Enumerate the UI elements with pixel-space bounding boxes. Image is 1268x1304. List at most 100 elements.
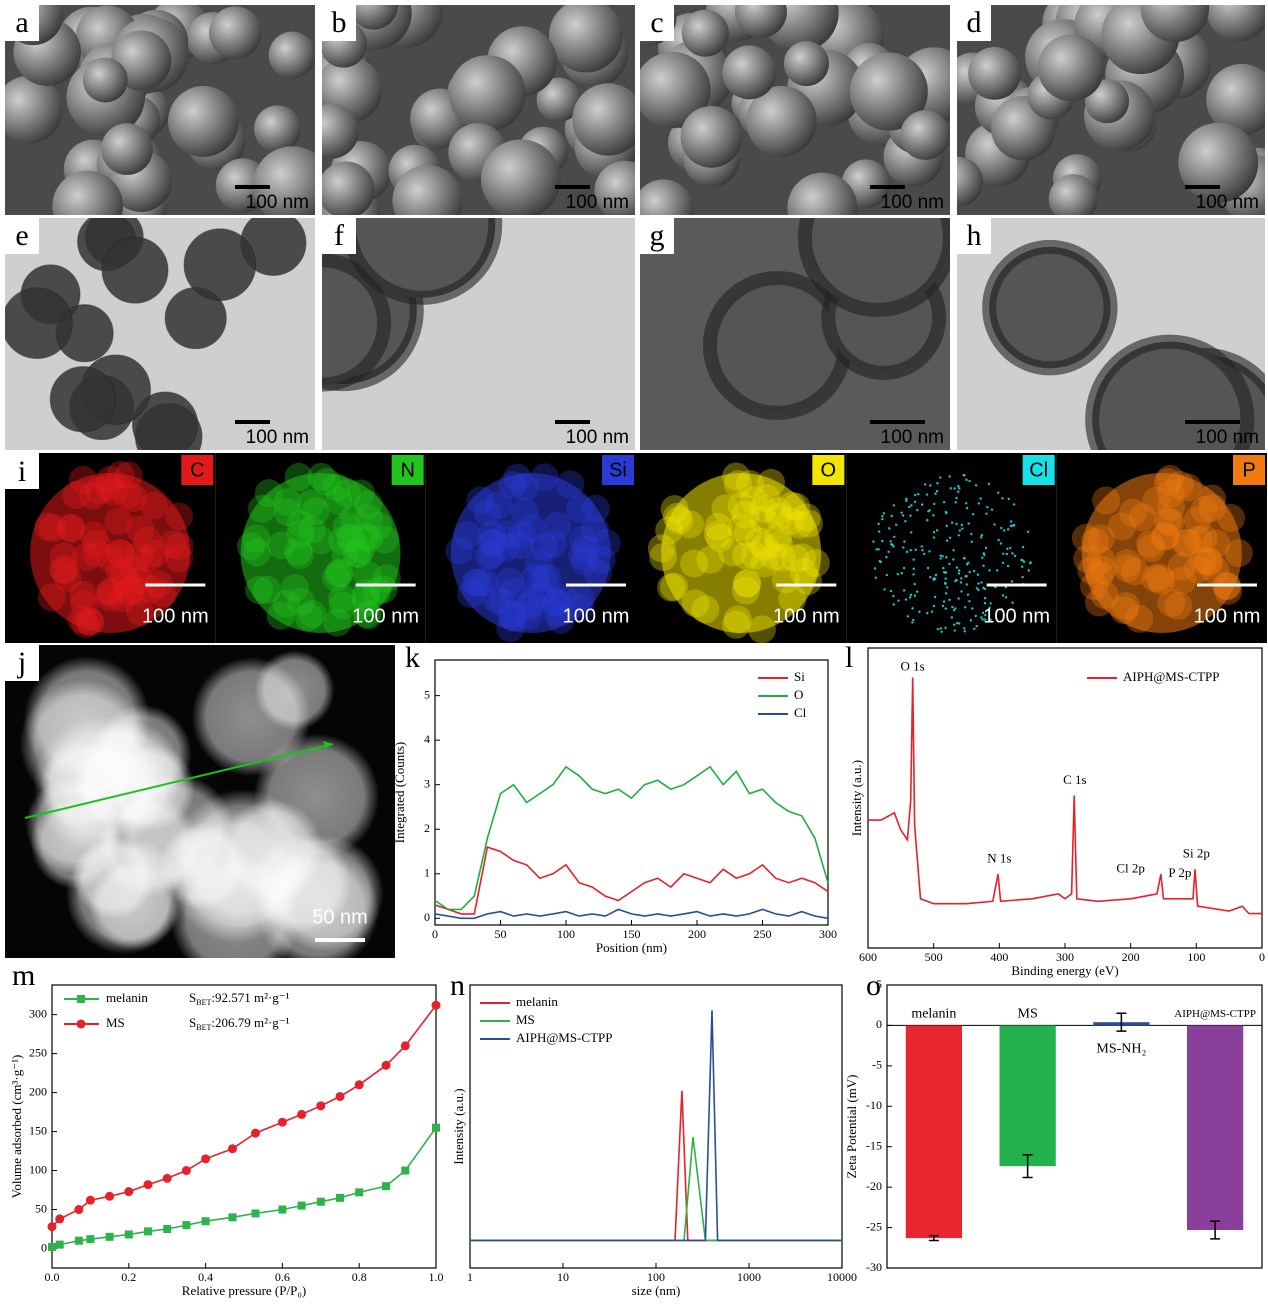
particle bbox=[680, 106, 743, 168]
map-dot bbox=[961, 527, 964, 530]
panel-letter-bg bbox=[322, 5, 356, 41]
x-tick-label: 250 bbox=[754, 927, 772, 941]
element-tag bbox=[181, 455, 214, 485]
particle bbox=[254, 105, 301, 153]
series-line bbox=[434, 846, 829, 915]
particle bbox=[322, 253, 392, 392]
map-dot bbox=[1022, 560, 1026, 563]
particle bbox=[132, 391, 199, 450]
map-dot bbox=[942, 566, 945, 570]
y-tick-label: 300 bbox=[29, 1006, 47, 1020]
marker bbox=[181, 1166, 191, 1176]
map-dot bbox=[966, 593, 970, 596]
map-dot bbox=[941, 604, 945, 608]
y-axis-label: Zeta Potential (mV) bbox=[844, 1075, 859, 1179]
map-dot bbox=[1010, 580, 1014, 583]
map-dot bbox=[935, 529, 939, 532]
map-dot bbox=[943, 582, 947, 585]
map-dot bbox=[873, 567, 877, 570]
map-dot bbox=[934, 492, 937, 495]
particle bbox=[5, 75, 63, 144]
map-dot bbox=[977, 588, 980, 592]
map-dot bbox=[892, 535, 896, 539]
particle bbox=[1206, 63, 1265, 136]
map-dot bbox=[1001, 561, 1005, 564]
scale-label: 100 nm bbox=[246, 192, 309, 213]
map-dot bbox=[965, 563, 969, 566]
map-dot bbox=[889, 589, 893, 593]
x-tick-label: 10000 bbox=[827, 1270, 857, 1284]
map-dot bbox=[904, 520, 907, 523]
particle bbox=[746, 85, 817, 157]
map-dot bbox=[909, 514, 912, 517]
y-tick-label: -25 bbox=[866, 1219, 882, 1233]
map-dot bbox=[889, 540, 892, 543]
panel-letter-bg bbox=[640, 218, 674, 254]
bar bbox=[999, 1025, 1056, 1167]
micrograph-body bbox=[322, 5, 635, 215]
particle bbox=[722, 45, 777, 100]
particle bbox=[1048, 174, 1098, 215]
map-dot bbox=[967, 522, 970, 525]
map-dot bbox=[965, 583, 968, 586]
y-tick-label: 5 bbox=[424, 687, 430, 701]
map-dot bbox=[944, 592, 948, 595]
particle bbox=[572, 83, 635, 156]
particle bbox=[322, 103, 359, 159]
particle bbox=[252, 146, 315, 215]
map-dot bbox=[1013, 554, 1017, 558]
particle bbox=[640, 51, 711, 129]
map-dot bbox=[957, 534, 960, 537]
x-tick-label: 150 bbox=[623, 927, 641, 941]
map-dot bbox=[1007, 497, 1010, 501]
marker bbox=[400, 1041, 410, 1051]
map-dot bbox=[887, 550, 890, 553]
x-tick-label: 1000 bbox=[737, 1270, 761, 1284]
map-dot bbox=[942, 600, 946, 603]
y-tick-label: 250 bbox=[29, 1045, 47, 1059]
bar bbox=[1187, 1025, 1244, 1230]
map-dot bbox=[901, 514, 905, 517]
element-label: Cl bbox=[1029, 459, 1048, 481]
peak-label: Cl 2p bbox=[1116, 860, 1145, 875]
map-dot bbox=[1021, 545, 1025, 549]
particle bbox=[5, 287, 73, 359]
map-glow bbox=[1081, 473, 1242, 633]
map-dot bbox=[882, 512, 886, 515]
map-dot bbox=[929, 484, 932, 487]
map-dot bbox=[888, 527, 891, 530]
map-dot bbox=[1021, 575, 1024, 579]
map-dot bbox=[875, 548, 878, 551]
annotation-sub: BET bbox=[196, 1023, 211, 1032]
micrograph-body bbox=[957, 5, 1265, 215]
scale-label: 100 nm bbox=[1196, 192, 1259, 213]
map-dot bbox=[890, 514, 893, 518]
legend-marker bbox=[77, 995, 85, 1003]
map-dot bbox=[977, 582, 980, 585]
map-dot bbox=[928, 550, 931, 553]
particle bbox=[982, 239, 1118, 376]
marker bbox=[124, 1230, 133, 1239]
series-line bbox=[51, 1127, 437, 1248]
panel-letter: c bbox=[650, 6, 663, 39]
map-dot bbox=[1021, 565, 1024, 568]
map-dot bbox=[929, 575, 932, 579]
x-tick-label: 0 bbox=[1259, 950, 1265, 964]
legend-label: Cl bbox=[794, 705, 807, 720]
map-dot bbox=[942, 570, 946, 574]
map-dot bbox=[987, 482, 991, 486]
x-tick-label: 10 bbox=[557, 1270, 569, 1284]
map-dot bbox=[908, 505, 911, 509]
map-dot bbox=[926, 566, 930, 570]
map-dot bbox=[925, 493, 929, 496]
map-dot bbox=[913, 500, 917, 504]
map-dot bbox=[957, 597, 960, 600]
map-dot bbox=[974, 484, 978, 487]
scale-label: 100 nm bbox=[881, 427, 944, 448]
y-tick-label: 0 bbox=[424, 910, 430, 924]
series-line bbox=[470, 1136, 842, 1242]
micrograph: f 100 nm bbox=[322, 218, 635, 450]
map-dot bbox=[905, 550, 909, 554]
marker bbox=[201, 1154, 211, 1164]
panel-letter: m bbox=[12, 959, 35, 992]
